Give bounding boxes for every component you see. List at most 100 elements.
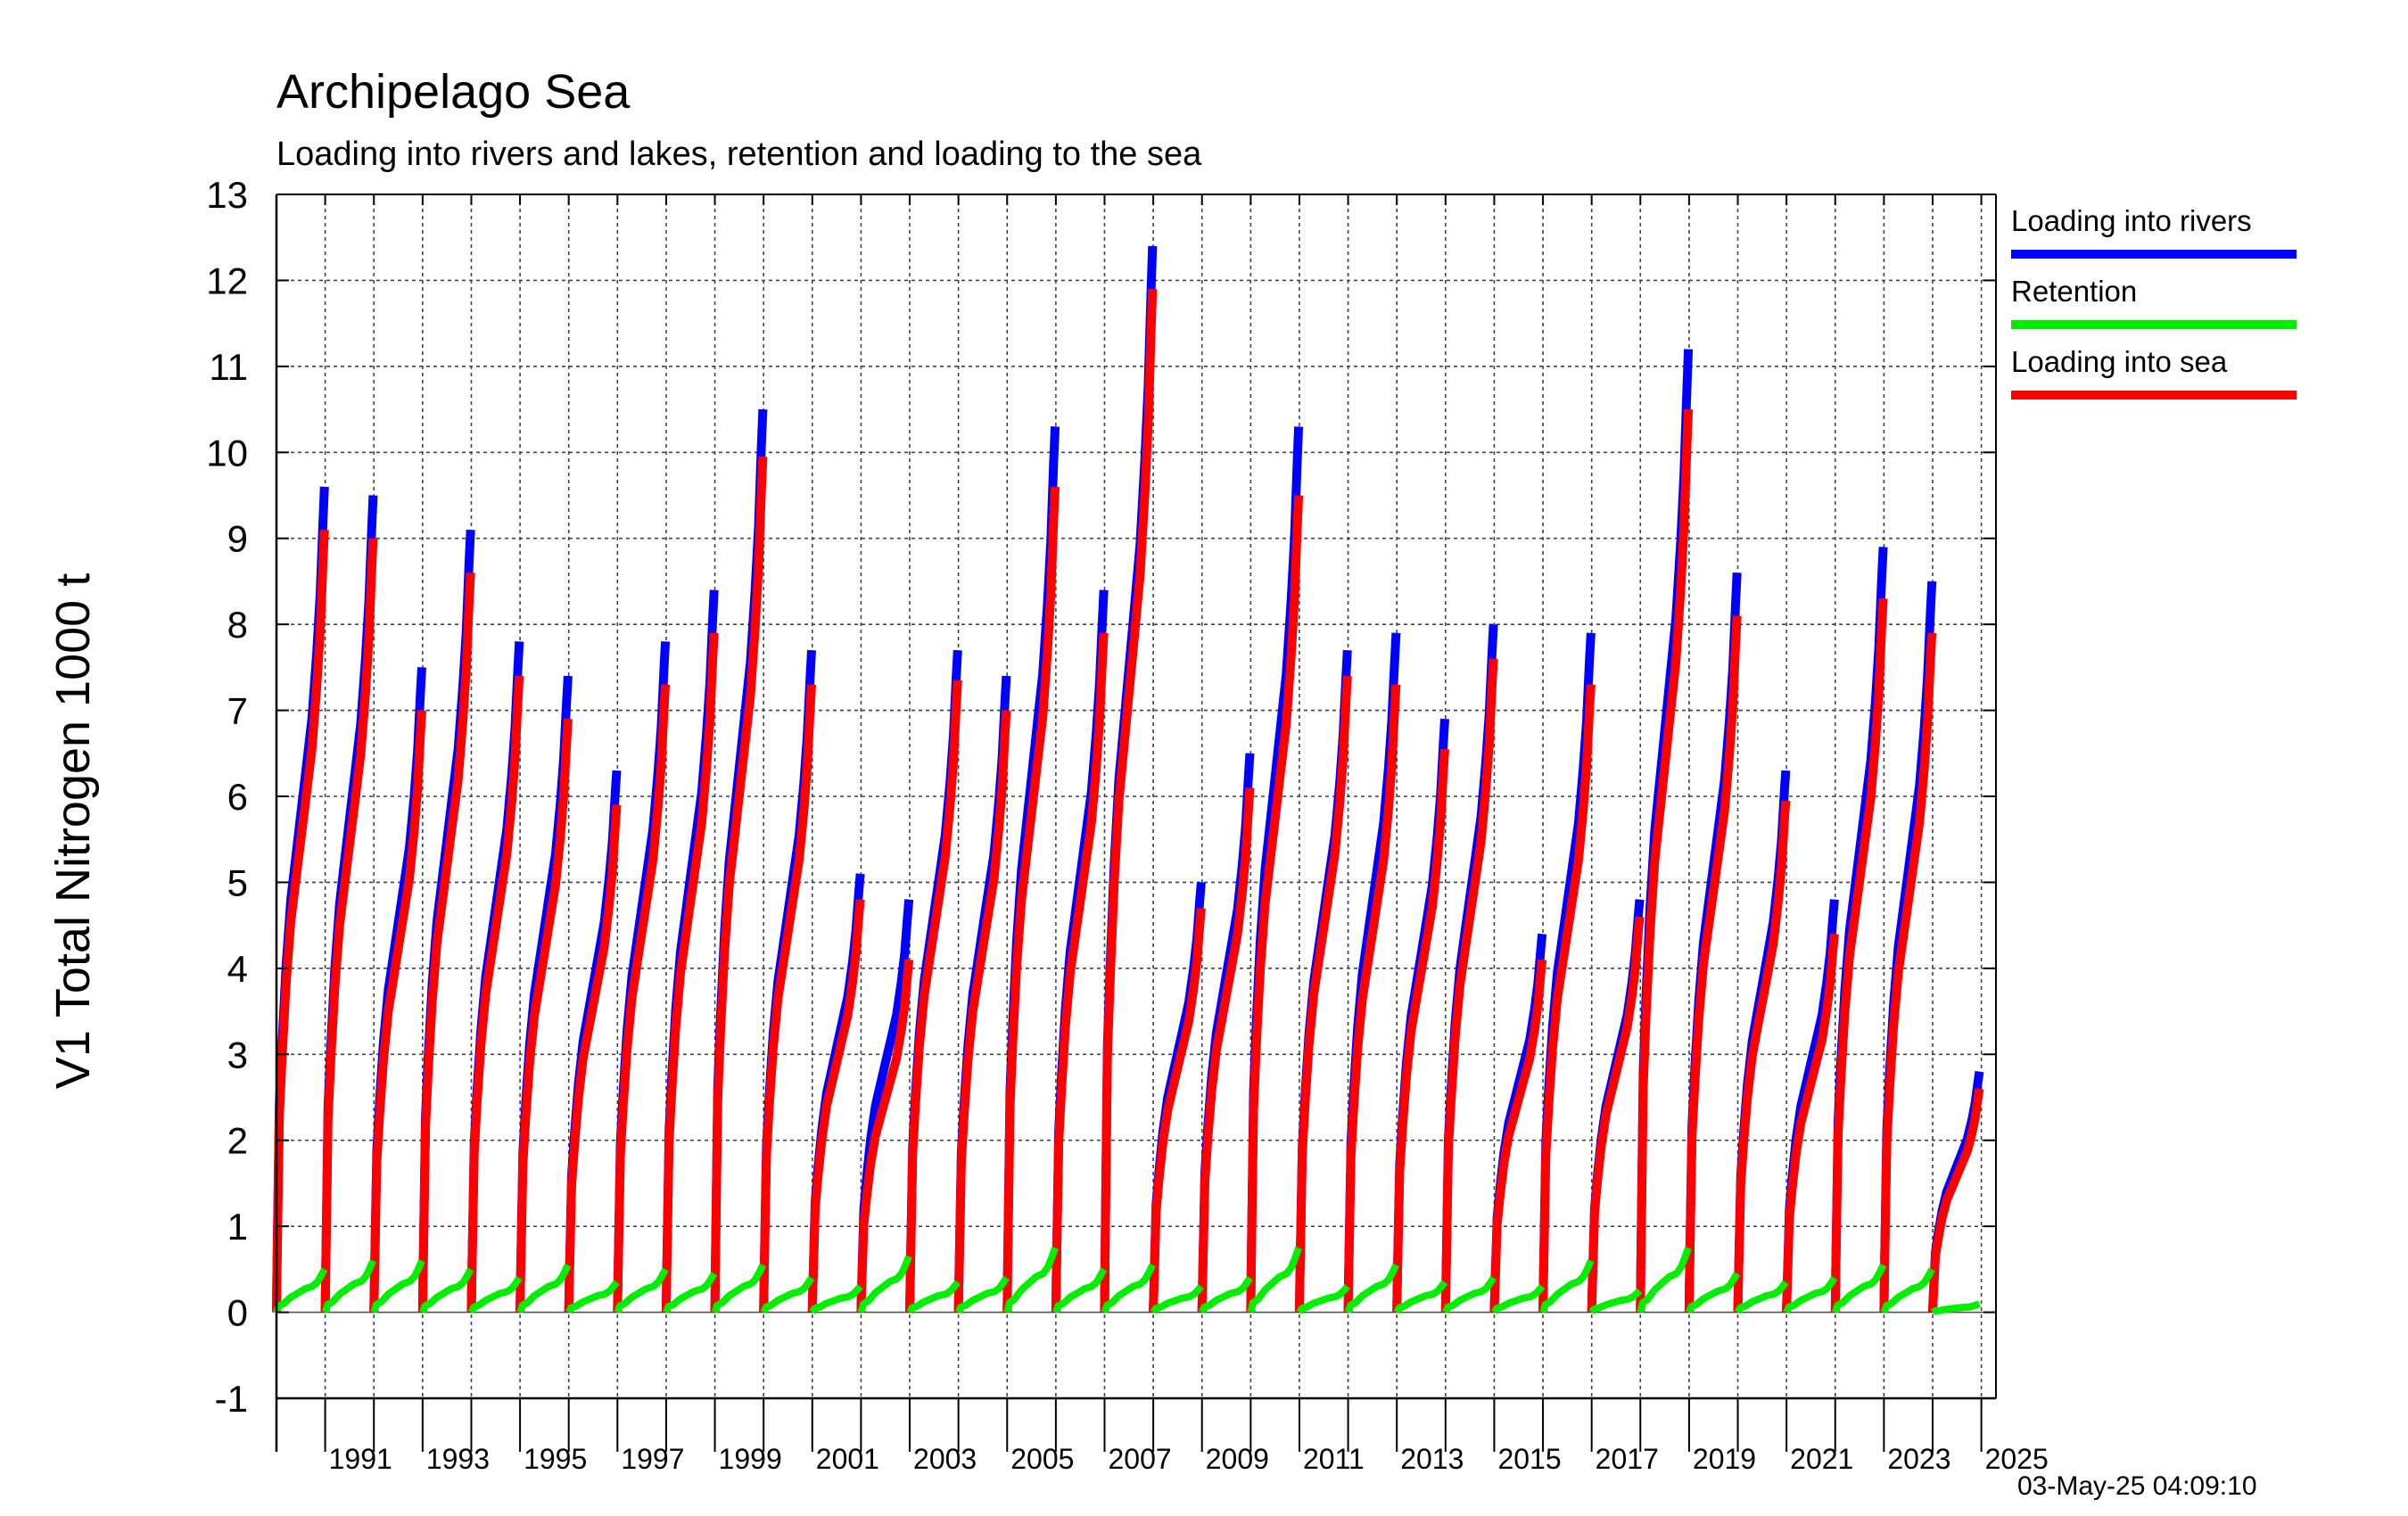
- legend-item-rivers: Loading into rivers: [2011, 204, 2297, 276]
- series-line-segment: [1490, 1284, 1546, 1314]
- x-tick-label: 1991: [329, 1443, 392, 1475]
- legend-swatch-sea: [2011, 391, 2297, 400]
- series-line-segment: [663, 1272, 718, 1314]
- series-line-segment: [661, 632, 719, 1313]
- series-line-segment: [905, 680, 962, 1313]
- series-line-segment: [1246, 426, 1304, 1313]
- chart-axes: [275, 194, 1997, 1452]
- x-tick-label: 2023: [1887, 1443, 1950, 1475]
- series-line-segment: [1100, 288, 1158, 1313]
- y-tick-label: 10: [206, 432, 248, 474]
- series-line-segment: [1832, 1263, 1887, 1314]
- series-line-segment: [1150, 1283, 1204, 1314]
- series-line-segment: [1295, 675, 1352, 1313]
- series-line-segment: [1538, 684, 1596, 1313]
- series-line-segment: [711, 1263, 767, 1314]
- series-line-segment: [565, 1280, 620, 1314]
- series-line-segment: [1637, 1246, 1692, 1314]
- legend-swatch-retention: [2011, 320, 2297, 329]
- series-line-segment: [1782, 933, 1839, 1313]
- x-tick-label: 2007: [1108, 1443, 1171, 1475]
- series-line-segment: [1197, 787, 1255, 1313]
- series-line-segment: [953, 710, 1011, 1313]
- legend-item-sea: Loading into sea: [2011, 345, 2297, 416]
- series-line-segment: [1442, 1275, 1497, 1314]
- series-line-segment: [320, 538, 378, 1313]
- x-tick-label: 2021: [1790, 1443, 1853, 1475]
- y-tick-label: 7: [227, 690, 248, 732]
- x-tick-label: 2009: [1206, 1443, 1269, 1475]
- series-line-segment: [272, 529, 329, 1313]
- series-line-segment: [273, 1267, 328, 1314]
- y-tick-label: 13: [206, 174, 248, 216]
- y-tick-label: -1: [215, 1378, 248, 1420]
- series-line-segment: [856, 959, 914, 1313]
- legend-label-sea: Loading into sea: [2011, 345, 2228, 378]
- legend-item-retention: Retention: [2011, 275, 2297, 346]
- series-line-segment: [1002, 486, 1060, 1313]
- series-line-segment: [1734, 1280, 1789, 1314]
- series-line-segment: [1393, 1280, 1448, 1314]
- series-line-segment: [1539, 1259, 1595, 1314]
- series-line-segment: [1783, 1275, 1838, 1314]
- series-line-segment: [1636, 408, 1694, 1313]
- series-line-segment: [321, 1259, 377, 1314]
- y-tick-label: 3: [227, 1034, 248, 1075]
- series-line-segment: [370, 1259, 425, 1314]
- x-tick-label: 2019: [1693, 1443, 1756, 1475]
- series-line-segment: [1587, 916, 1645, 1313]
- y-tick-label: 6: [227, 776, 248, 818]
- series-line-segment: [1928, 1088, 1984, 1313]
- series-line-segment: [1296, 1283, 1350, 1314]
- series-line-segment: [1931, 1300, 1982, 1316]
- series-line-segment: [419, 1267, 474, 1314]
- series-line-segment: [1343, 684, 1401, 1313]
- x-tick-label: 2003: [913, 1443, 977, 1475]
- x-tick-label: 2011: [1303, 1443, 1365, 1475]
- series-line-segment: [1149, 907, 1206, 1313]
- x-tick-label: 2017: [1596, 1443, 1659, 1475]
- y-tick-label: 9: [227, 518, 248, 560]
- y-tick-label: 4: [227, 948, 248, 990]
- y-tick-label: 1: [227, 1206, 248, 1248]
- series-line-segment: [1880, 1267, 1935, 1314]
- legend: Loading into rivers Retention Loading in…: [2011, 204, 2297, 416]
- x-tick-label: 2015: [1497, 1443, 1561, 1475]
- series-line-segment: [613, 684, 671, 1313]
- series-line-segment: [417, 573, 475, 1313]
- x-tick-label: 1995: [524, 1443, 587, 1475]
- series-line-segment: [564, 804, 622, 1313]
- series-line-segment: [1392, 748, 1449, 1313]
- series-line-segment: [614, 1267, 669, 1314]
- x-tick-label: 2005: [1010, 1443, 1074, 1475]
- legend-label-retention: Retention: [2011, 275, 2138, 308]
- chart-subtitle: Loading into rivers and lakes, retention…: [276, 136, 1202, 173]
- series-line-segment: [954, 1275, 1010, 1314]
- x-tick-label: 2013: [1400, 1443, 1464, 1475]
- series-line-segment: [807, 899, 865, 1313]
- series-line-segment: [1003, 1246, 1059, 1314]
- y-tick-label: 2: [227, 1120, 248, 1162]
- series-line-segment: [1052, 1267, 1108, 1314]
- series-line-segment: [710, 456, 768, 1313]
- series-line-segment: [1733, 800, 1791, 1313]
- legend-label-rivers: Loading into rivers: [2011, 204, 2252, 237]
- series-line-segment: [1246, 495, 1304, 1313]
- x-tick-label: 2025: [1985, 1443, 2049, 1475]
- series-line-segment: [516, 1263, 572, 1314]
- series-line-segment: [1199, 1275, 1253, 1314]
- series-line-segment: [369, 710, 426, 1313]
- series-line-segment: [1879, 632, 1937, 1313]
- series-line-segment: [1686, 1272, 1741, 1314]
- series-line-segment: [1782, 899, 1839, 1313]
- x-tick-label: 1993: [426, 1443, 490, 1475]
- y-tick-label: 11: [209, 346, 248, 388]
- x-tick-label: 1997: [621, 1443, 684, 1475]
- series-line-segment: [1830, 597, 1888, 1313]
- series-line-segment: [1684, 615, 1742, 1313]
- series-line-segment: [1489, 959, 1547, 1313]
- chart-series: [272, 245, 1984, 1316]
- chart-grid: [276, 194, 1996, 1399]
